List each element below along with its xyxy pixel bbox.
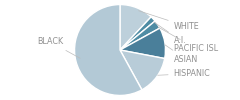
Wedge shape [120,21,160,50]
Wedge shape [120,4,151,50]
Text: A.I.: A.I. [154,22,186,44]
Wedge shape [120,50,165,90]
Text: ASIAN: ASIAN [165,45,198,64]
Text: BLACK: BLACK [37,37,80,58]
Wedge shape [120,28,165,58]
Wedge shape [120,17,155,50]
Text: WHITE: WHITE [138,11,199,31]
Text: HISPANIC: HISPANIC [158,69,210,78]
Text: PACIFIC ISL: PACIFIC ISL [158,27,218,53]
Wedge shape [75,4,142,95]
